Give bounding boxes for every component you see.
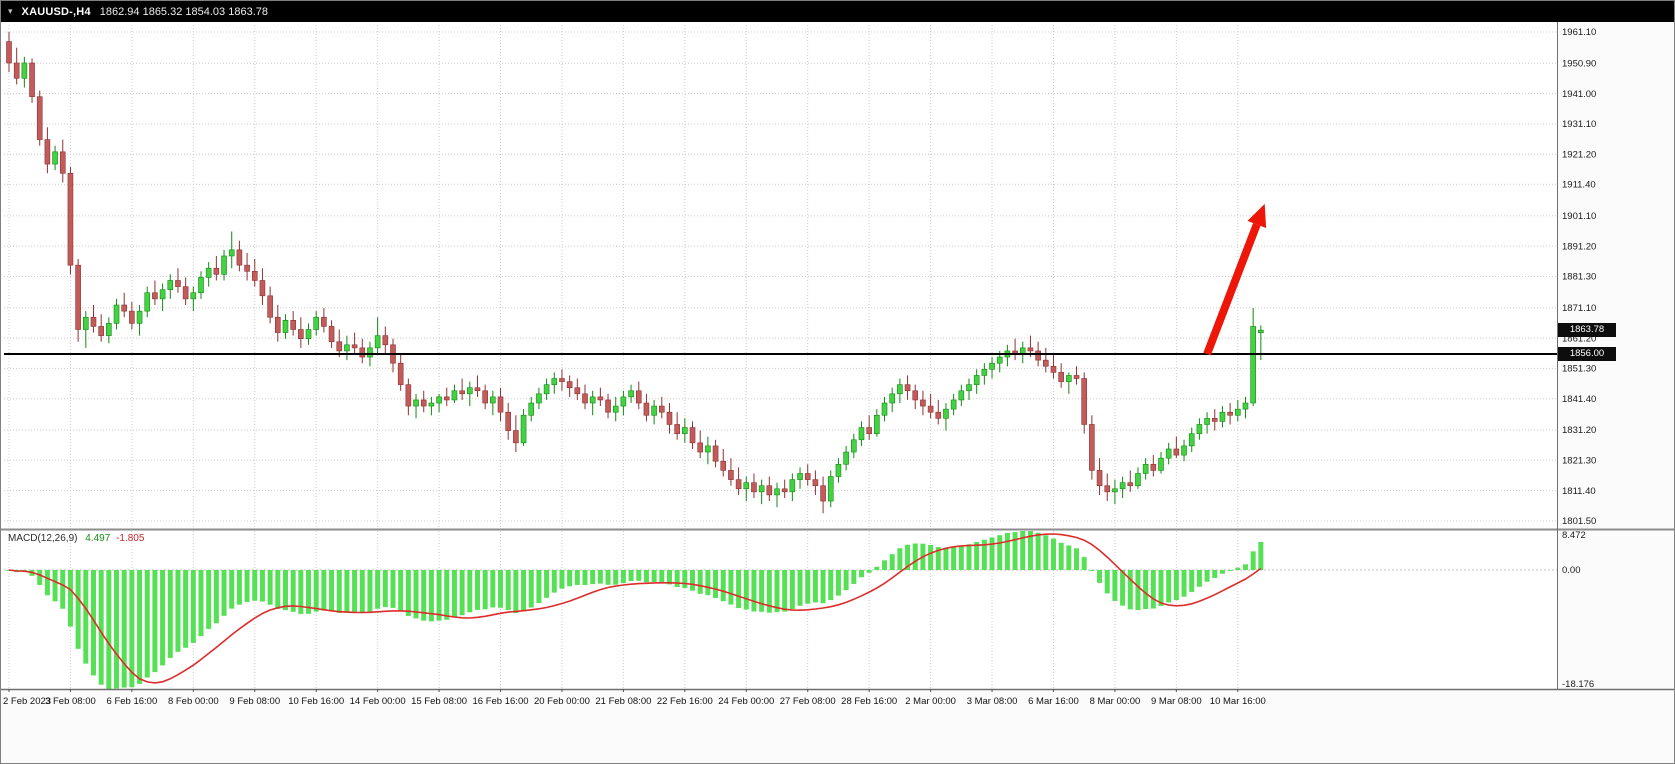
candlesticks (6, 32, 1264, 514)
svg-text:1831.20: 1831.20 (1562, 425, 1596, 436)
macd-indicator-label: MACD(12,26,9) 4.497 -1.805 (8, 533, 144, 544)
svg-text:1921.20: 1921.20 (1562, 149, 1596, 160)
hline-price-badge: 1856.00 (1558, 347, 1616, 361)
svg-text:14 Feb 00:00: 14 Feb 00:00 (350, 696, 406, 707)
svg-text:8 Feb 00:00: 8 Feb 00:00 (168, 696, 219, 707)
svg-text:1861.20: 1861.20 (1562, 333, 1596, 344)
svg-text:21 Feb 08:00: 21 Feb 08:00 (595, 696, 651, 707)
svg-text:10 Mar 16:00: 10 Mar 16:00 (1210, 696, 1266, 707)
svg-text:1931.10: 1931.10 (1562, 119, 1596, 130)
panel-backgrounds (1, 22, 1674, 763)
chart-canvas[interactable]: 1961.10 1950.90 1941.00 1931.10 1921.20 1911.… (1, 22, 1675, 764)
macd-axis-labels: 8.472 0.00 -18.176 (1562, 530, 1594, 690)
svg-text:28 Feb 16:00: 28 Feb 16:00 (841, 696, 897, 707)
macd-signal-line (8, 533, 1262, 684)
svg-text:27 Feb 08:00: 27 Feb 08:00 (780, 696, 836, 707)
svg-text:24 Feb 00:00: 24 Feb 00:00 (718, 696, 774, 707)
svg-text:1871.10: 1871.10 (1562, 303, 1596, 314)
macd-histogram (6, 531, 1264, 689)
panel-separators (1, 22, 1674, 691)
svg-text:10 Feb 16:00: 10 Feb 16:00 (288, 696, 344, 707)
svg-text:9 Mar 08:00: 9 Mar 08:00 (1151, 696, 1202, 707)
chart-header: ▾ XAUUSD-,H4 1862.94 1865.32 1854.03 186… (1, 1, 1674, 22)
grid-horizontal (4, 31, 1557, 522)
svg-text:9 Feb 08:00: 9 Feb 08:00 (229, 696, 280, 707)
svg-text:3 Mar 08:00: 3 Mar 08:00 (967, 696, 1018, 707)
svg-text:3 Feb 08:00: 3 Feb 08:00 (45, 696, 96, 707)
svg-text:1891.20: 1891.20 (1562, 241, 1596, 252)
svg-text:8.472: 8.472 (1562, 530, 1586, 541)
svg-text:1841.40: 1841.40 (1562, 394, 1596, 405)
svg-text:20 Feb 00:00: 20 Feb 00:00 (534, 696, 590, 707)
svg-text:16 Feb 16:00: 16 Feb 16:00 (473, 696, 529, 707)
svg-text:8 Mar 00:00: 8 Mar 00:00 (1090, 696, 1141, 707)
chart-svg[interactable]: 1961.10 1950.90 1941.00 1931.10 1921.20 1911.… (1, 22, 1675, 764)
svg-text:-18.176: -18.176 (1562, 679, 1594, 690)
svg-text:2 Mar 00:00: 2 Mar 00:00 (905, 696, 956, 707)
svg-text:1851.30: 1851.30 (1562, 364, 1596, 375)
svg-text:2 Feb 2023: 2 Feb 2023 (3, 696, 51, 707)
trend-arrow[interactable] (1203, 203, 1267, 356)
svg-text:1950.90: 1950.90 (1562, 58, 1596, 69)
macd-main-value: 4.497 (85, 533, 111, 544)
symbol-timeframe-label: XAUUSD-,H4 (21, 5, 91, 18)
svg-text:1881.30: 1881.30 (1562, 272, 1596, 283)
svg-text:1941.00: 1941.00 (1562, 89, 1596, 100)
svg-text:1821.30: 1821.30 (1562, 456, 1596, 467)
svg-text:1961.10: 1961.10 (1562, 27, 1596, 38)
macd-signal-value: -1.805 (116, 533, 145, 544)
price-axis-labels: 1961.10 1950.90 1941.00 1931.10 1921.20 1911.… (1562, 27, 1596, 527)
svg-text:1911.40: 1911.40 (1562, 179, 1596, 190)
current-price-badge: 1863.78 (1558, 323, 1616, 338)
svg-text:1811.40: 1811.40 (1562, 486, 1596, 497)
svg-text:22 Feb 16:00: 22 Feb 16:00 (657, 696, 713, 707)
macd-name: MACD(12,26,9) (8, 533, 78, 544)
ohlc-readout: 1862.94 1865.32 1854.03 1863.78 (99, 5, 268, 18)
svg-text:1901.10: 1901.10 (1562, 211, 1596, 222)
svg-text:0.00: 0.00 (1562, 565, 1581, 576)
svg-text:15 Feb 08:00: 15 Feb 08:00 (411, 696, 467, 707)
svg-text:6 Feb 16:00: 6 Feb 16:00 (107, 696, 158, 707)
symbol-dropdown-icon[interactable]: ▾ (8, 6, 13, 16)
svg-text:6 Mar 16:00: 6 Mar 16:00 (1028, 696, 1079, 707)
svg-text:1801.50: 1801.50 (1562, 516, 1596, 527)
